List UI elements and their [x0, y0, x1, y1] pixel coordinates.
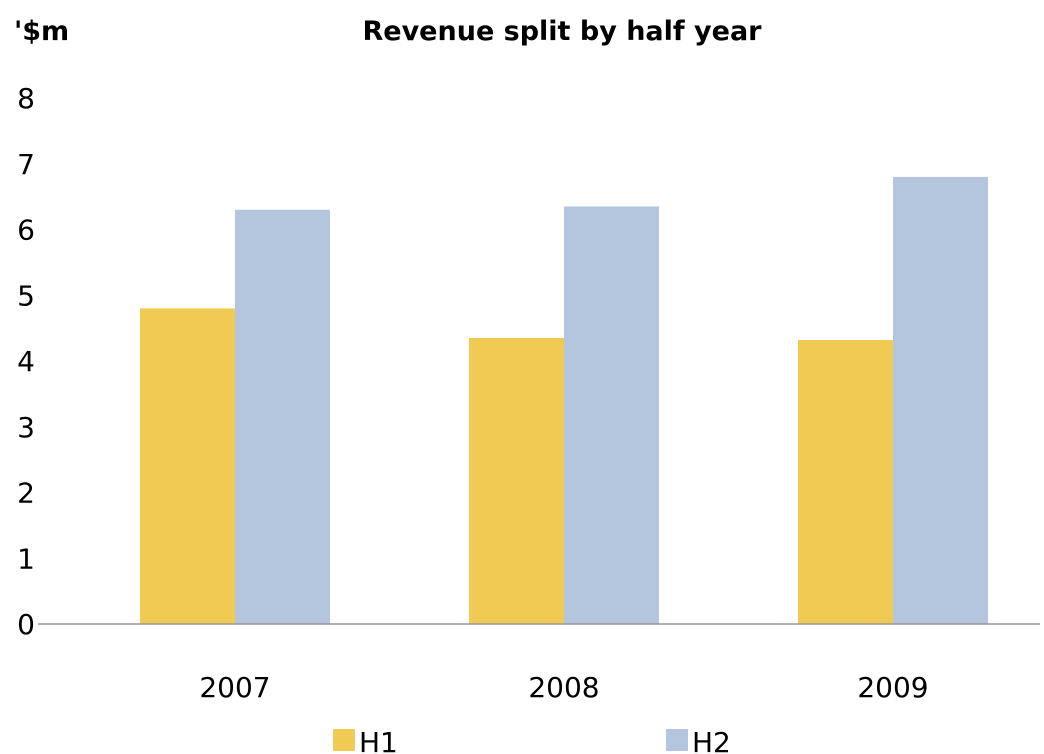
bar-h2-2008 [564, 206, 659, 625]
x-label-2008: 2008 [528, 671, 599, 704]
bar-h2-2009 [893, 176, 988, 624]
y-tick-label-7: 7 [17, 148, 35, 181]
chart-title: Revenue split by half year [362, 16, 762, 47]
y-tick-label-8: 8 [17, 82, 35, 115]
bars-group [140, 176, 988, 625]
legend-swatch-h1 [333, 729, 355, 751]
y-tick-label-4: 4 [17, 345, 35, 378]
legend-label-h2: H2 [692, 726, 731, 754]
y-tick-label-6: 6 [17, 214, 35, 247]
legend-label-h1: H1 [359, 726, 398, 754]
y-tick-label-2: 2 [17, 477, 35, 510]
y-tick-label-5: 5 [17, 279, 35, 312]
y-tick-label-3: 3 [17, 411, 35, 444]
legend: H1 H2 [333, 726, 731, 754]
bar-h1-2008 [469, 337, 564, 624]
bar-h1-2007 [140, 308, 235, 624]
x-label-2007: 2007 [199, 671, 270, 704]
y-axis-unit-label: '$m [14, 16, 69, 47]
bar-h1-2009 [798, 339, 893, 624]
bar-h2-2007 [235, 209, 330, 624]
x-label-2009: 2009 [857, 671, 928, 704]
x-axis-labels: 2007 2008 2009 [199, 671, 928, 704]
y-tick-label-1: 1 [17, 542, 35, 575]
y-axis-ticks: 0 1 2 3 4 5 6 7 8 [17, 82, 35, 641]
legend-swatch-h2 [666, 729, 688, 751]
y-tick-label-0: 0 [17, 608, 35, 641]
